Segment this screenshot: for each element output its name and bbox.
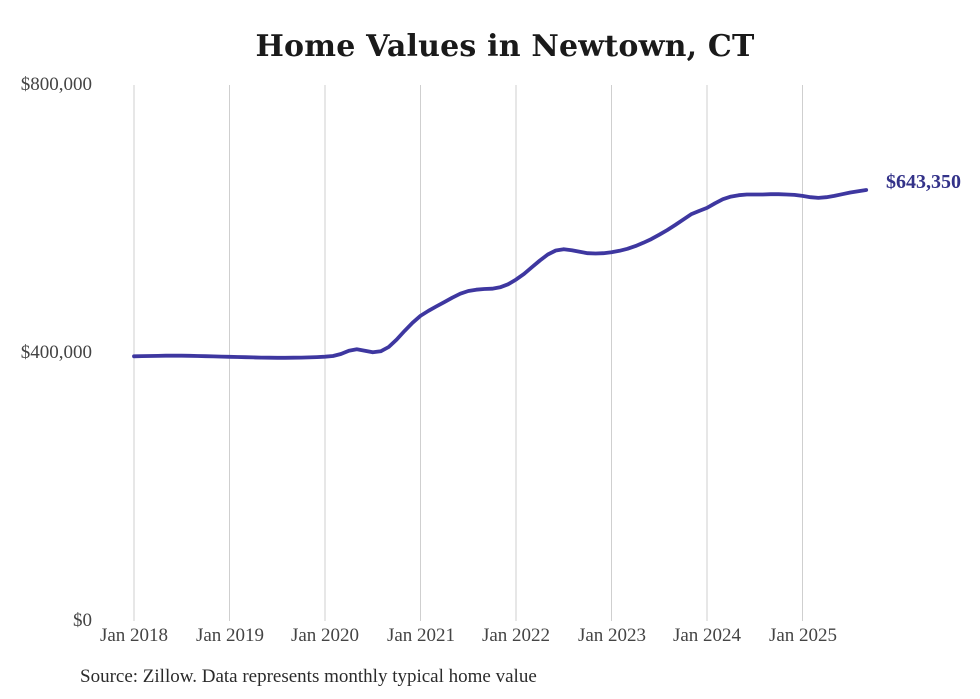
y-tick-label: $0 — [73, 610, 92, 631]
x-tick-label: Jan 2019 — [195, 625, 265, 646]
y-tick-label: $800,000 — [20, 74, 92, 95]
chart-title: Home Values in Newtown, CT — [255, 29, 755, 64]
x-tick-label: Jan 2023 — [577, 625, 647, 646]
latest-value-label: $643,350 — [886, 171, 961, 193]
y-tick-label: $400,000 — [20, 342, 92, 363]
x-tick-label: Jan 2020 — [290, 625, 360, 646]
vertical-gridlines — [133, 85, 803, 621]
x-tick-label: Jan 2025 — [768, 625, 838, 646]
x-tick-label: Jan 2021 — [386, 625, 456, 646]
source-attribution: Source: Zillow. Data represents monthly … — [80, 666, 537, 687]
x-tick-label: Jan 2024 — [672, 625, 742, 646]
x-tick-label: Jan 2022 — [481, 625, 551, 646]
x-tick-label: Jan 2018 — [99, 625, 169, 646]
home-value-line-series — [132, 188, 869, 360]
